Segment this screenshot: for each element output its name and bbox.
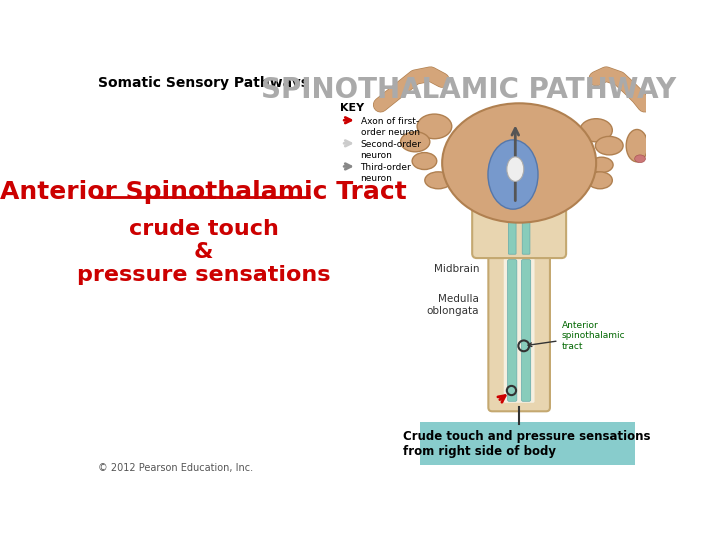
Ellipse shape: [412, 153, 437, 170]
Ellipse shape: [488, 140, 538, 209]
Text: Crude touch and pressure sensations
from right side of body: Crude touch and pressure sensations from…: [403, 430, 651, 457]
Text: © 2012 Pearson Education, Inc.: © 2012 Pearson Education, Inc.: [98, 463, 253, 473]
Text: SPINOTHALAMIC PATHWAY: SPINOTHALAMIC PATHWAY: [261, 76, 677, 104]
FancyBboxPatch shape: [488, 249, 550, 411]
FancyBboxPatch shape: [472, 206, 566, 258]
Text: KEY: KEY: [340, 103, 364, 113]
FancyBboxPatch shape: [521, 260, 531, 401]
Ellipse shape: [590, 157, 613, 173]
Text: Third-order
neuron: Third-order neuron: [361, 164, 411, 183]
Ellipse shape: [634, 155, 645, 163]
Ellipse shape: [425, 172, 451, 189]
Ellipse shape: [580, 119, 612, 142]
Text: crude touch
&
pressure sensations: crude touch & pressure sensations: [77, 219, 330, 285]
Ellipse shape: [507, 157, 523, 181]
FancyBboxPatch shape: [522, 211, 530, 254]
Text: Anterior
spinothalamic
tract: Anterior spinothalamic tract: [528, 321, 625, 351]
FancyBboxPatch shape: [504, 258, 534, 403]
Text: Anterior Spinothalamic Tract: Anterior Spinothalamic Tract: [0, 180, 407, 204]
Ellipse shape: [588, 172, 612, 189]
FancyBboxPatch shape: [508, 211, 516, 254]
Text: Medulla
oblongata: Medulla oblongata: [427, 294, 479, 316]
Ellipse shape: [626, 130, 648, 162]
Text: Midbrain: Midbrain: [433, 264, 479, 274]
FancyBboxPatch shape: [420, 422, 634, 465]
Ellipse shape: [595, 137, 623, 155]
Text: Axon of first-
order neuron: Axon of first- order neuron: [361, 117, 420, 137]
Text: Somatic Sensory Pathways: Somatic Sensory Pathways: [98, 76, 309, 90]
Text: Second-order
neuron: Second-order neuron: [361, 140, 421, 160]
Ellipse shape: [442, 103, 596, 222]
Ellipse shape: [417, 114, 451, 139]
Ellipse shape: [400, 132, 430, 152]
FancyBboxPatch shape: [508, 260, 517, 401]
